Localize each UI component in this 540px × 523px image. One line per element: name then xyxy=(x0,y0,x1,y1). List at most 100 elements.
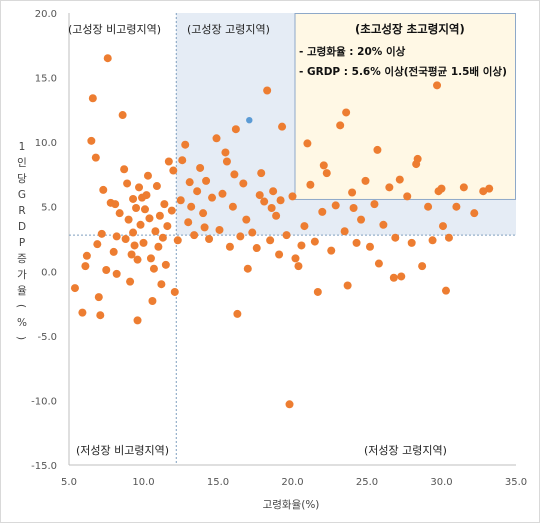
data-point xyxy=(441,286,450,295)
x-tick-label: 30.0 xyxy=(430,477,452,488)
data-point xyxy=(148,296,157,305)
y-axis-title-char: 1 xyxy=(19,141,26,153)
data-point xyxy=(288,192,297,201)
data-point xyxy=(181,140,190,149)
data-point xyxy=(158,233,167,242)
data-point xyxy=(133,255,142,264)
x-tick-label: 35.0 xyxy=(505,477,527,488)
data-point xyxy=(322,169,331,178)
data-point xyxy=(239,179,248,188)
data-point xyxy=(485,184,494,193)
data-point xyxy=(243,264,252,273)
y-tick-label: 0.0 xyxy=(41,267,57,278)
data-point xyxy=(266,236,275,245)
data-point xyxy=(272,211,281,220)
data-point xyxy=(190,231,199,240)
data-point xyxy=(208,193,217,202)
data-point xyxy=(340,227,349,236)
data-point xyxy=(389,273,398,282)
data-point xyxy=(282,231,291,240)
data-point xyxy=(155,211,164,220)
data-point xyxy=(444,233,453,242)
y-axis-title-char: D xyxy=(18,221,26,233)
data-point xyxy=(161,260,170,269)
data-point xyxy=(365,242,374,251)
data-points xyxy=(70,54,494,409)
data-point xyxy=(126,277,135,286)
data-point xyxy=(433,81,442,90)
data-point xyxy=(222,157,231,166)
y-axis-title-char: R xyxy=(18,205,25,217)
legend-line-1: - 고령화율 : 20% 이상 xyxy=(299,45,406,58)
legend-title: (초고성장 초고령지역) xyxy=(355,22,465,36)
x-tick-labels: 5.0 10.0 15.0 20.0 25.0 30.0 35.0 xyxy=(61,477,527,488)
data-point xyxy=(242,215,251,224)
data-point xyxy=(395,175,404,184)
x-tick-label: 20.0 xyxy=(281,477,303,488)
data-point xyxy=(236,232,245,241)
y-axis-title-char: % xyxy=(17,317,27,329)
data-point xyxy=(97,229,106,238)
quadrant-label-top-middle: (고성장 고령지역) xyxy=(187,23,270,36)
data-point xyxy=(187,202,196,211)
data-point xyxy=(331,201,340,210)
data-point xyxy=(129,194,138,203)
data-point xyxy=(146,254,155,263)
data-point xyxy=(139,238,148,247)
data-point xyxy=(352,238,361,247)
data-point xyxy=(112,269,121,278)
data-point xyxy=(129,228,138,237)
data-point xyxy=(403,192,412,201)
y-axis-title-char: P xyxy=(19,237,25,249)
data-point xyxy=(167,206,176,215)
data-point xyxy=(225,242,234,251)
data-point xyxy=(318,207,327,216)
data-point xyxy=(310,237,319,246)
data-point xyxy=(257,169,266,178)
y-axis-title-char: 인 xyxy=(17,157,27,169)
x-tick-label: 25.0 xyxy=(356,477,378,488)
data-point xyxy=(230,170,239,179)
data-point xyxy=(93,240,102,249)
data-point xyxy=(342,108,351,117)
x-tick-label: 15.0 xyxy=(207,477,229,488)
data-point xyxy=(327,246,336,255)
data-point xyxy=(275,250,284,259)
y-tick-label: 20.0 xyxy=(35,9,57,20)
data-point xyxy=(163,222,172,231)
data-point xyxy=(313,287,322,296)
data-point xyxy=(103,54,112,63)
x-tick-label: 10.0 xyxy=(132,477,154,488)
data-point xyxy=(157,280,166,289)
y-tick-labels: 20.0 15.0 10.0 5.0 0.0 -5.0 -10.0 -15.0 xyxy=(31,9,57,472)
y-tick-label: 15.0 xyxy=(35,74,57,85)
data-point xyxy=(374,259,383,268)
y-tick-label: -10.0 xyxy=(31,396,57,407)
x-axis-title: 고령화율(%) xyxy=(263,499,320,511)
y-tick-label: -15.0 xyxy=(31,461,57,472)
data-point xyxy=(459,183,468,192)
data-point xyxy=(87,136,96,145)
data-point xyxy=(102,265,111,274)
data-point xyxy=(424,202,433,211)
data-point xyxy=(202,176,211,185)
data-point xyxy=(152,182,161,191)
data-point xyxy=(397,272,406,281)
y-axis-title-char: ( xyxy=(15,304,27,308)
data-point xyxy=(78,308,87,317)
data-point xyxy=(343,281,352,290)
data-point xyxy=(127,250,136,259)
data-point xyxy=(248,228,257,237)
highlighted-data-point xyxy=(246,116,253,124)
data-point xyxy=(170,287,179,296)
data-point xyxy=(124,215,133,224)
data-point xyxy=(176,196,185,205)
data-point xyxy=(218,189,227,198)
data-point xyxy=(169,166,178,175)
data-point xyxy=(115,209,124,218)
data-point xyxy=(269,187,278,196)
quadrant-label-bottom-left: (저성장 비고령지역) xyxy=(76,444,169,457)
data-point xyxy=(109,247,118,256)
data-point xyxy=(120,165,129,174)
